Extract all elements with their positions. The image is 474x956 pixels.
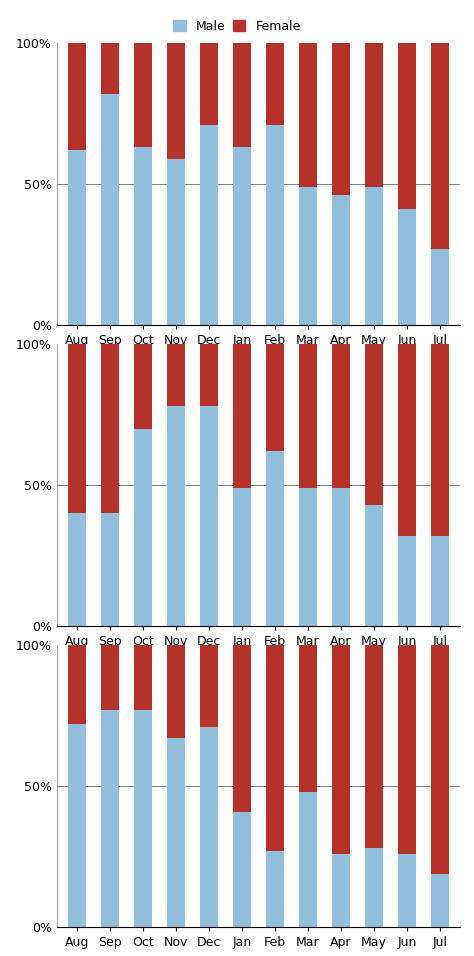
Bar — [134, 344, 152, 429]
Bar — [431, 536, 449, 626]
Bar — [68, 344, 86, 513]
Bar — [398, 43, 416, 209]
Bar — [100, 645, 119, 710]
Bar — [299, 645, 317, 792]
Bar — [398, 536, 416, 626]
Bar — [431, 249, 449, 325]
Bar — [100, 513, 119, 626]
Bar — [134, 429, 152, 626]
Bar — [100, 43, 119, 94]
Bar — [68, 150, 86, 325]
Bar — [100, 710, 119, 927]
Bar — [167, 645, 185, 738]
Bar — [266, 43, 284, 125]
Bar — [398, 209, 416, 325]
X-axis label: Fortuynia atlantica: Fortuynia atlantica — [193, 655, 324, 669]
Bar — [365, 848, 383, 927]
Bar — [167, 159, 185, 325]
Bar — [200, 125, 218, 325]
Bar — [299, 43, 317, 186]
Bar — [332, 195, 350, 325]
Bar — [167, 738, 185, 927]
Bar — [332, 645, 350, 854]
Bar — [167, 406, 185, 626]
Bar — [134, 645, 152, 710]
Bar — [365, 43, 383, 186]
Bar — [266, 125, 284, 325]
Bar — [233, 645, 251, 812]
Bar — [431, 43, 449, 249]
Bar — [332, 854, 350, 927]
Bar — [365, 344, 383, 505]
Bar — [332, 344, 350, 488]
Bar — [266, 851, 284, 927]
Bar — [233, 488, 251, 626]
Bar — [299, 344, 317, 488]
Bar — [200, 43, 218, 125]
Bar — [266, 645, 284, 851]
Bar — [68, 725, 86, 927]
Bar — [134, 710, 152, 927]
Bar — [100, 344, 119, 513]
Bar — [332, 488, 350, 626]
Bar — [266, 451, 284, 626]
X-axis label: Alismobates inexpectatus: Alismobates inexpectatus — [169, 354, 348, 368]
Bar — [68, 513, 86, 626]
Bar — [398, 344, 416, 536]
Bar — [233, 147, 251, 325]
Bar — [431, 874, 449, 927]
Bar — [299, 792, 317, 927]
Bar — [299, 186, 317, 325]
Bar — [68, 43, 86, 150]
Bar — [233, 344, 251, 488]
Bar — [431, 645, 449, 874]
Bar — [100, 94, 119, 325]
Bar — [266, 344, 284, 451]
Bar — [431, 344, 449, 536]
Bar — [365, 645, 383, 848]
Bar — [365, 186, 383, 325]
Bar — [134, 43, 152, 147]
Bar — [365, 505, 383, 626]
Bar — [200, 728, 218, 927]
Bar — [167, 344, 185, 406]
Bar — [200, 344, 218, 406]
Bar — [299, 488, 317, 626]
Bar — [68, 645, 86, 725]
Bar — [134, 147, 152, 325]
Bar — [332, 43, 350, 195]
Bar — [398, 854, 416, 927]
Bar — [200, 406, 218, 626]
Bar — [398, 645, 416, 854]
Bar — [233, 43, 251, 147]
Bar — [167, 43, 185, 159]
Bar — [200, 645, 218, 728]
Bar — [233, 812, 251, 927]
Legend: Male, Female: Male, Female — [173, 20, 301, 33]
